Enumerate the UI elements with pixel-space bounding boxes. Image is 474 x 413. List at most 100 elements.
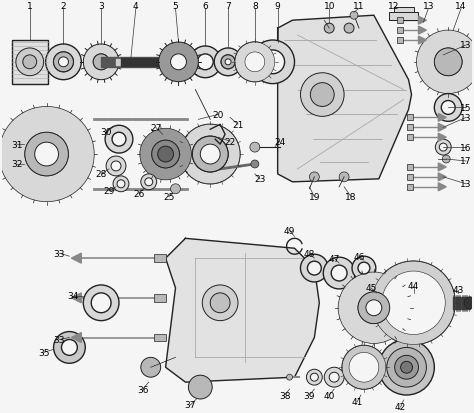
Polygon shape: [438, 183, 446, 191]
Text: 13: 13: [460, 41, 472, 50]
Circle shape: [366, 300, 382, 316]
Circle shape: [306, 369, 322, 385]
Text: 35: 35: [38, 348, 49, 357]
Circle shape: [140, 129, 191, 180]
Circle shape: [338, 273, 410, 344]
Bar: [154, 254, 165, 263]
Text: 33: 33: [54, 249, 65, 258]
Circle shape: [0, 107, 94, 202]
Text: 22: 22: [224, 138, 236, 146]
Text: 19: 19: [309, 193, 320, 202]
Circle shape: [464, 297, 474, 309]
Circle shape: [372, 261, 455, 344]
Circle shape: [251, 161, 259, 169]
Polygon shape: [72, 293, 82, 303]
Circle shape: [159, 43, 198, 83]
Circle shape: [54, 53, 73, 73]
Text: 30: 30: [100, 128, 112, 136]
Circle shape: [145, 178, 153, 186]
Text: 40: 40: [324, 391, 335, 399]
Circle shape: [339, 173, 349, 183]
Text: 8: 8: [252, 2, 258, 11]
Text: 29: 29: [103, 187, 115, 196]
Circle shape: [141, 174, 157, 190]
Circle shape: [46, 45, 82, 81]
Circle shape: [202, 285, 238, 321]
Text: 45: 45: [365, 284, 376, 293]
Circle shape: [192, 137, 228, 173]
Circle shape: [225, 60, 231, 66]
Circle shape: [250, 143, 260, 153]
Text: 43: 43: [453, 286, 464, 295]
Bar: [407, 164, 412, 171]
Circle shape: [23, 56, 36, 70]
Text: 14: 14: [456, 2, 467, 11]
Circle shape: [152, 141, 180, 169]
Circle shape: [379, 339, 434, 395]
Circle shape: [324, 24, 334, 34]
Circle shape: [201, 145, 220, 164]
Circle shape: [58, 58, 68, 68]
Circle shape: [261, 51, 284, 74]
Text: 27: 27: [150, 123, 161, 133]
Text: 37: 37: [185, 401, 196, 409]
Text: 18: 18: [345, 193, 357, 202]
Circle shape: [342, 346, 386, 389]
Circle shape: [329, 372, 339, 382]
Text: 46: 46: [353, 252, 365, 261]
Text: 20: 20: [212, 111, 224, 120]
Circle shape: [91, 293, 111, 313]
Text: 7: 7: [225, 2, 231, 11]
Circle shape: [434, 49, 462, 76]
Text: 2: 2: [61, 2, 66, 11]
Circle shape: [235, 43, 274, 83]
Text: 31: 31: [11, 140, 23, 149]
Circle shape: [210, 293, 230, 313]
Bar: [397, 18, 402, 24]
Circle shape: [349, 353, 379, 382]
Text: 34: 34: [68, 292, 79, 301]
Text: 6: 6: [202, 2, 208, 11]
Polygon shape: [278, 16, 411, 183]
Bar: [407, 115, 412, 121]
Bar: [389, 13, 419, 21]
Text: 32: 32: [11, 160, 23, 169]
Text: 16: 16: [460, 143, 472, 152]
Circle shape: [190, 47, 221, 78]
Circle shape: [372, 261, 455, 344]
Circle shape: [352, 256, 376, 280]
Text: 48: 48: [304, 249, 315, 258]
Circle shape: [382, 271, 445, 335]
Circle shape: [349, 353, 379, 382]
Circle shape: [83, 45, 119, 81]
Text: 5: 5: [173, 2, 178, 11]
Polygon shape: [419, 37, 427, 45]
Bar: [397, 38, 402, 44]
Bar: [407, 125, 412, 131]
Circle shape: [25, 133, 68, 176]
Text: 36: 36: [137, 385, 148, 394]
Circle shape: [251, 41, 294, 84]
Text: 23: 23: [254, 175, 265, 184]
Circle shape: [442, 156, 450, 164]
Circle shape: [221, 56, 235, 70]
Circle shape: [350, 12, 358, 20]
Bar: [397, 28, 402, 34]
Circle shape: [344, 24, 354, 34]
Text: 47: 47: [328, 254, 340, 263]
Circle shape: [441, 101, 455, 115]
Circle shape: [35, 143, 58, 166]
Circle shape: [310, 83, 334, 107]
Circle shape: [62, 339, 77, 356]
Text: 11: 11: [353, 2, 365, 11]
Text: 21: 21: [232, 121, 244, 130]
Circle shape: [16, 49, 44, 76]
Circle shape: [25, 133, 68, 176]
Circle shape: [93, 55, 109, 71]
Circle shape: [192, 137, 228, 173]
Text: 33: 33: [54, 335, 65, 344]
Circle shape: [158, 147, 173, 163]
Circle shape: [434, 94, 462, 122]
Text: 25: 25: [163, 193, 174, 202]
Circle shape: [331, 266, 347, 281]
